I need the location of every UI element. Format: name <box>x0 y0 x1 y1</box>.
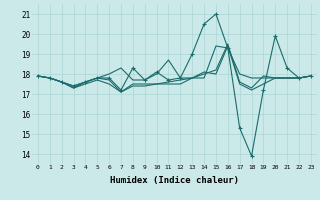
X-axis label: Humidex (Indice chaleur): Humidex (Indice chaleur) <box>110 176 239 185</box>
